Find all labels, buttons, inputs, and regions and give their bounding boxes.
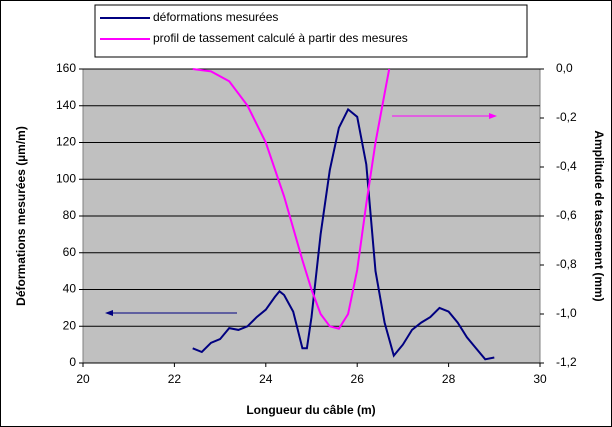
y-axis-label: Déformations mesurées (µm/m) xyxy=(14,126,28,306)
y-tick-label: 140 xyxy=(56,98,76,112)
x-tick-label: 24 xyxy=(259,372,273,386)
y2-tick-label: -0,8 xyxy=(556,257,577,271)
y-tick-label: 20 xyxy=(63,318,77,332)
y2-tick-label: -0,2 xyxy=(556,110,577,124)
legend-label: déformations mesurées xyxy=(153,10,278,24)
x-tick-label: 26 xyxy=(351,372,365,386)
y-tick-label: 40 xyxy=(63,282,77,296)
y2-axis-label: Amplitude de tassement (mm) xyxy=(592,130,606,301)
legend-label: profil de tassement calculé à partir des… xyxy=(153,31,408,45)
series-line xyxy=(192,107,495,361)
legend xyxy=(94,4,528,58)
y2-tick-label: -0,4 xyxy=(556,159,577,173)
y-tick-label: 120 xyxy=(56,135,76,149)
y2-tick-label: -0,6 xyxy=(556,208,577,222)
y2-tick-label: -1,2 xyxy=(556,355,577,369)
series-line xyxy=(192,68,391,330)
y2-tick-label: 0,0 xyxy=(556,61,573,75)
y-tick-label: 160 xyxy=(56,61,76,75)
x-tick-label: 22 xyxy=(168,372,182,386)
y-tick-label: 100 xyxy=(56,171,76,185)
x-axis-label: Longueur du câble (m) xyxy=(246,403,375,417)
arrow-head xyxy=(105,310,113,316)
y-tick-label: 0 xyxy=(69,355,76,369)
y2-tick-label: -1,0 xyxy=(556,306,577,320)
y-tick-label: 80 xyxy=(63,208,77,222)
x-tick-label: 28 xyxy=(442,372,456,386)
x-tick-label: 30 xyxy=(533,372,547,386)
y-tick-label: 60 xyxy=(63,245,77,259)
x-tick-label: 20 xyxy=(76,372,90,386)
arrow-head xyxy=(489,113,497,119)
